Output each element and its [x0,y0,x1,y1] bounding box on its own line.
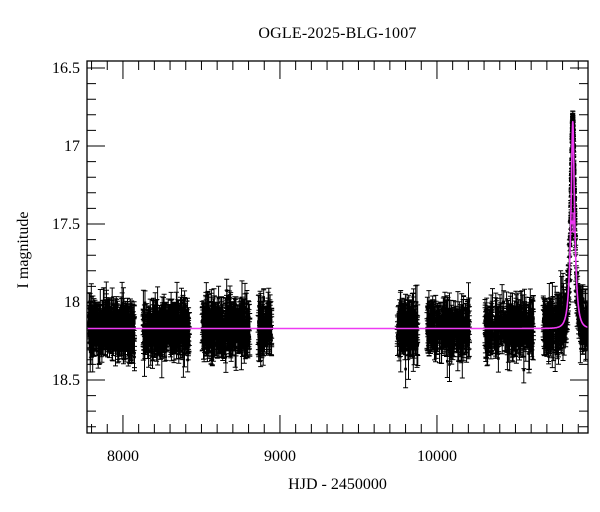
highlight-point [570,212,576,233]
x-tick-label: 10000 [417,448,457,465]
y-tick-label: 18 [64,294,80,311]
y-axis-label: I magnitude [15,211,32,289]
x-tick-labels: 8000 9000 10000 [107,448,457,465]
x-tick-label: 8000 [107,448,139,465]
y-tick-label: 17.5 [52,216,80,233]
chart-title: OGLE-2025-BLG-1007 [258,25,417,42]
y-tick-label: 17 [64,138,80,155]
x-axis-label: HJD - 2450000 [288,476,387,493]
y-tick-label: 16.5 [52,60,80,77]
model-curve [87,120,588,330]
x-tick-label: 9000 [264,448,296,465]
plot-frame [86,60,589,434]
y-tick-labels: 16.5 17 17.5 18 18.5 [52,60,80,389]
y-tick-label: 18.5 [52,372,80,389]
data-points [87,110,588,389]
